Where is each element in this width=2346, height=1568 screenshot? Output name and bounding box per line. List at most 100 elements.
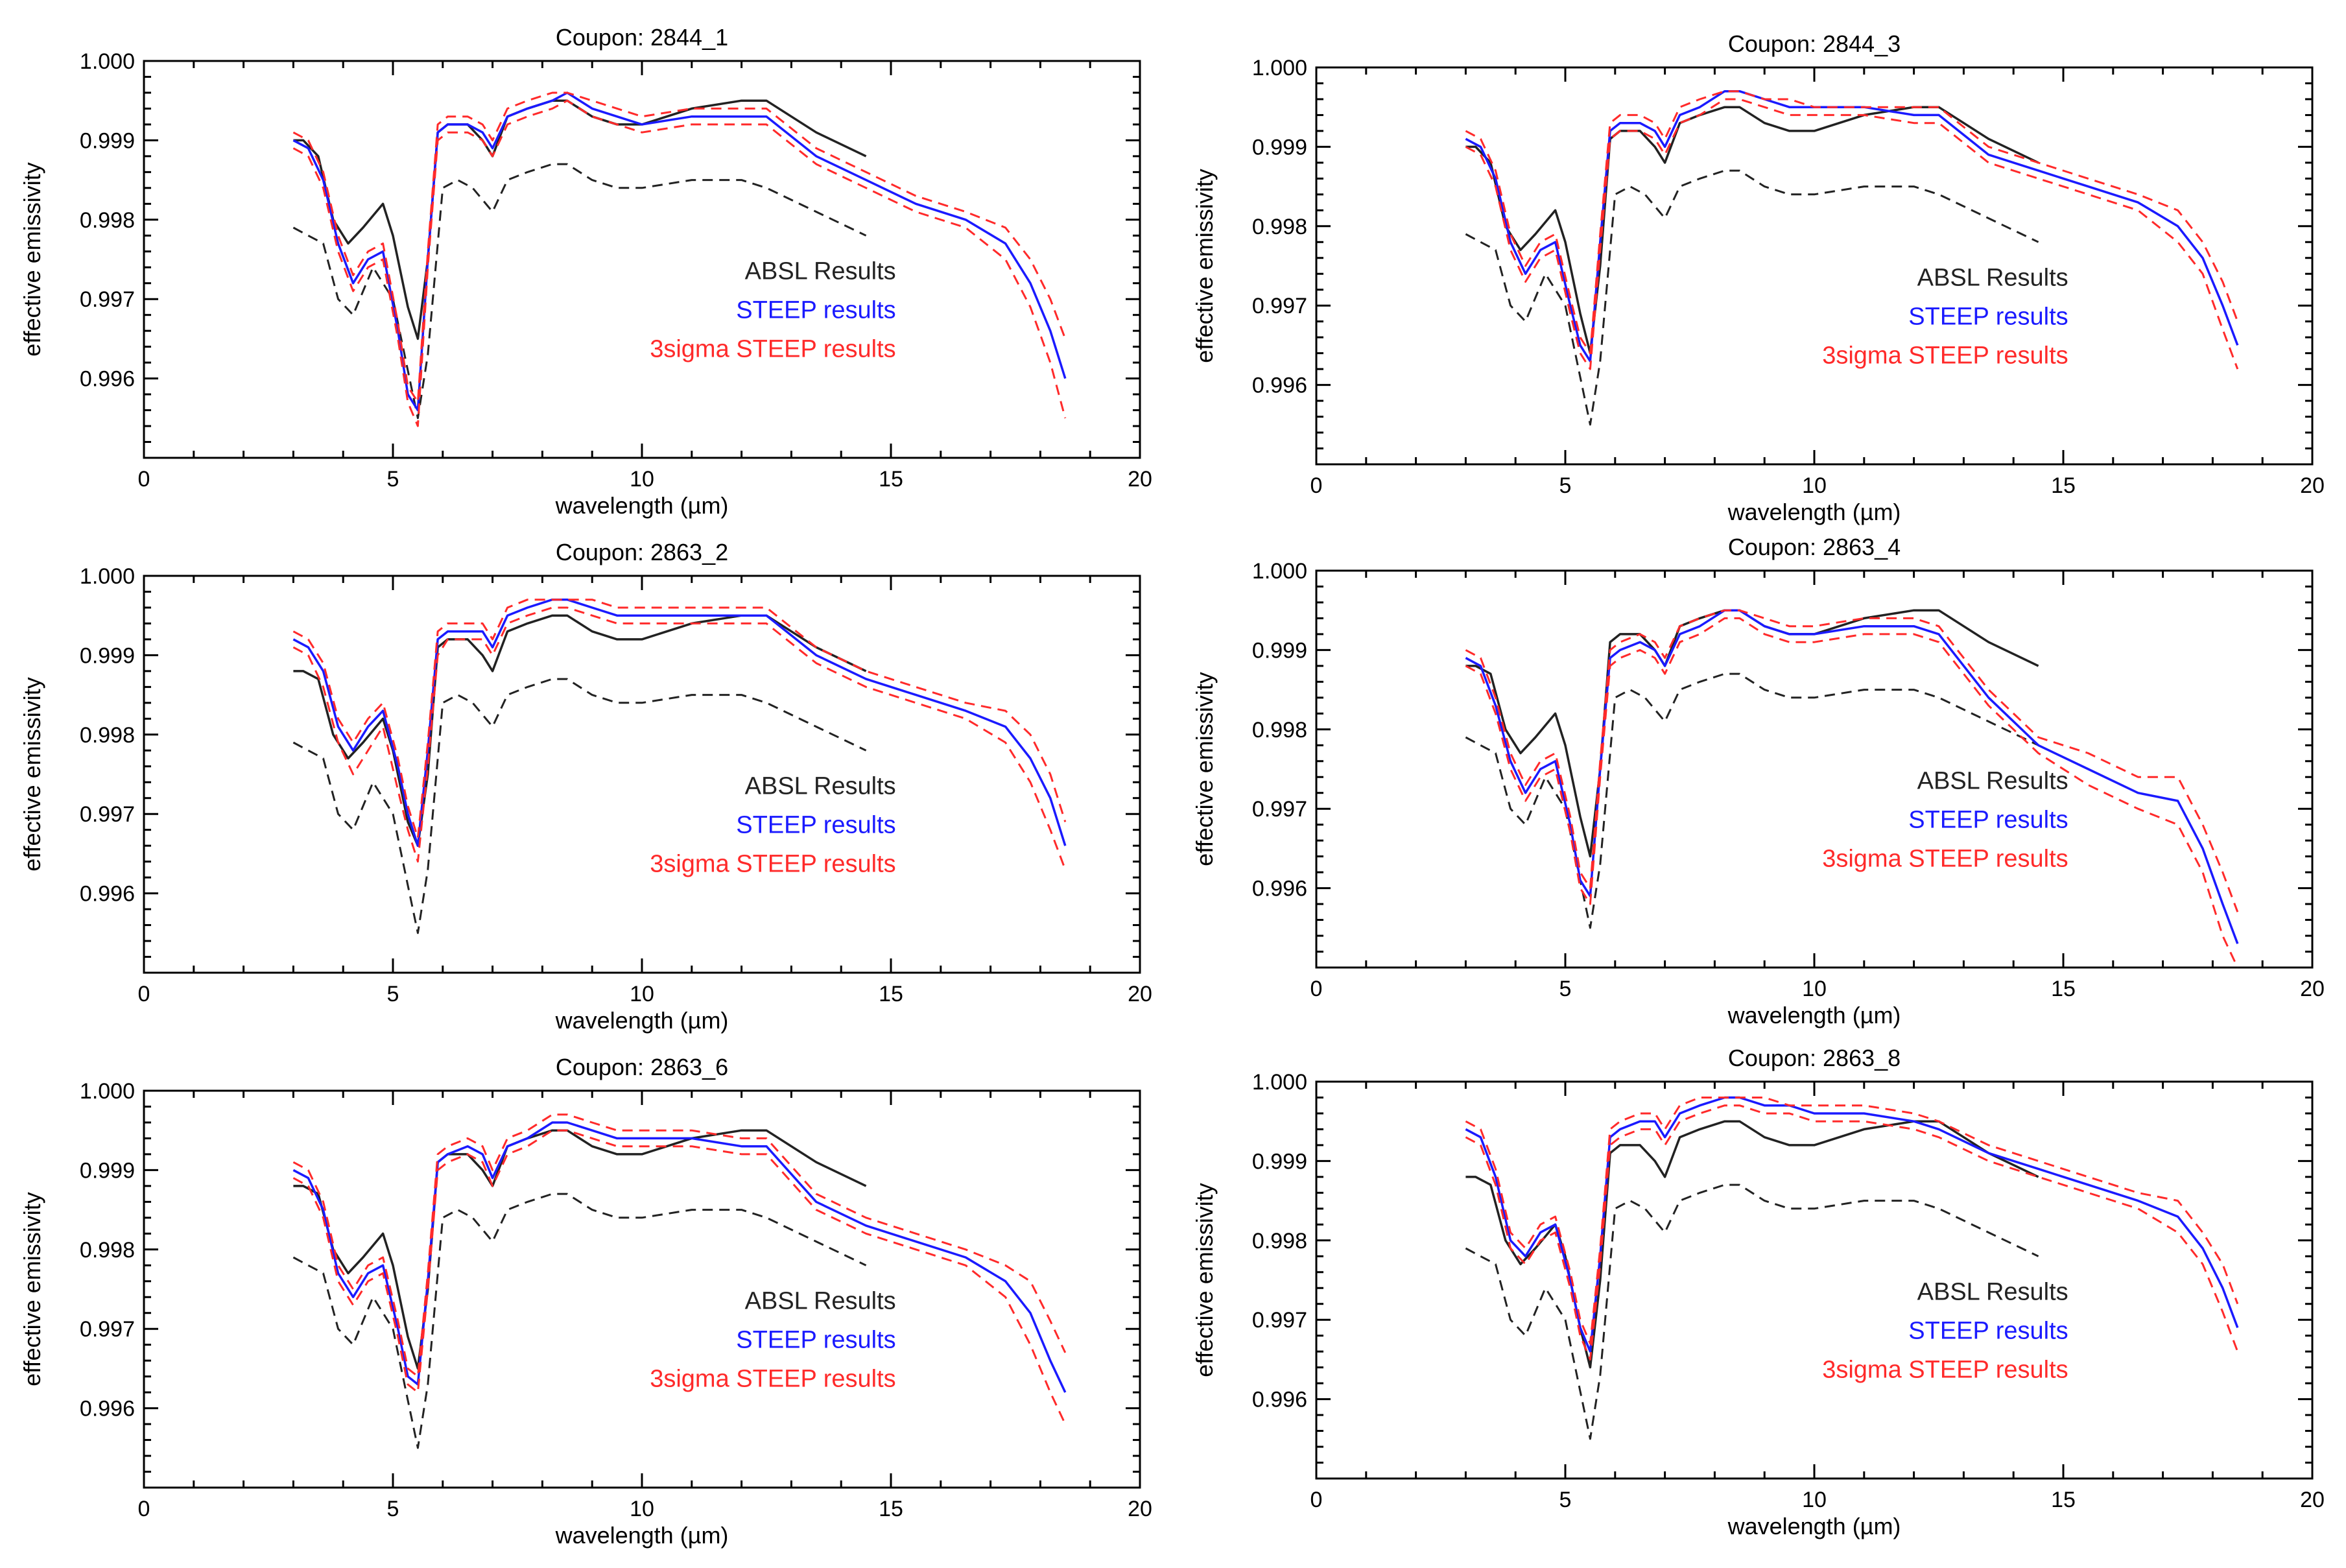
series-line-3sigma-steep-results-upper (1465, 1097, 2239, 1345)
y-tick-label: 0.997 (80, 1317, 135, 1342)
y-tick-label: 0.997 (1252, 294, 1307, 318)
y-axis-label: effective emissivity (19, 162, 45, 356)
chart-title: Coupon: 2844_3 (1728, 30, 1901, 57)
y-tick-label: 0.997 (1252, 1308, 1307, 1333)
x-tick-label: 0 (138, 982, 150, 1006)
series-line-3sigma-steep-results-lower (1465, 98, 2239, 370)
x-tick-label: 15 (879, 467, 903, 492)
plot-frame (1315, 66, 2314, 466)
y-tick-label: 0.997 (1252, 797, 1307, 822)
x-tick-label: 15 (879, 982, 903, 1006)
chart-title: Coupon: 2863_8 (1728, 1045, 1901, 1071)
series-line-absl-dashed (1465, 169, 2039, 426)
series-line-absl-results (1465, 609, 2039, 858)
x-tick-label: 10 (1802, 473, 1827, 498)
series-line-absl-dashed (292, 1193, 867, 1449)
chart-title: Coupon: 2844_1 (556, 24, 728, 51)
series-line-3sigma-steep-results-upper (1465, 90, 2239, 355)
legend-entry: 3sigma STEEP results (650, 336, 895, 363)
y-tick-label: 1.000 (1252, 559, 1307, 584)
x-axis-label: wavelength (µm) (555, 1522, 729, 1549)
series-line-absl-results (1465, 106, 2039, 355)
x-tick-label: 20 (2300, 473, 2325, 498)
x-tick-label: 0 (1310, 473, 1323, 498)
x-tick-label: 20 (2300, 1488, 2325, 1512)
legend-entry: 3sigma STEEP results (1822, 846, 2068, 873)
y-tick-label: 0.996 (80, 367, 135, 392)
plot-frame (1315, 569, 2314, 969)
legend-entry: ABSL Results (745, 258, 896, 285)
y-tick-label: 0.998 (80, 208, 135, 233)
series-line-3sigma-steep-results-lower (1465, 617, 2239, 968)
y-tick-label: 0.996 (1252, 877, 1307, 901)
chart-title: Coupon: 2863_6 (556, 1054, 728, 1080)
y-tick-label: 0.997 (80, 287, 135, 312)
x-tick-label: 0 (1310, 1488, 1323, 1512)
series-line-3sigma-steep-results-lower (292, 1129, 1067, 1425)
x-tick-label: 20 (1128, 1497, 1152, 1521)
x-axis-label: wavelength (µm) (1727, 1513, 1901, 1539)
series-line-steep-results (292, 1121, 1067, 1393)
y-tick-label: 0.999 (1252, 135, 1307, 160)
y-tick-label: 0.999 (80, 1158, 135, 1183)
y-tick-label: 0.996 (80, 882, 135, 907)
x-tick-label: 10 (630, 467, 654, 492)
series-line-3sigma-steep-results-lower (292, 606, 1067, 870)
x-tick-label: 0 (1310, 977, 1323, 1001)
x-tick-label: 5 (387, 982, 399, 1006)
legend-entry: STEEP results (1908, 1318, 2068, 1345)
series-line-absl-dashed (292, 678, 867, 934)
y-tick-label: 0.996 (80, 1397, 135, 1421)
y-tick-label: 0.998 (1252, 1229, 1307, 1253)
plot-frame (1315, 1080, 2314, 1480)
y-axis-label: effective emissivity (1191, 672, 1218, 866)
series-line-steep-results (292, 598, 1067, 847)
y-tick-label: 1.000 (80, 49, 135, 74)
chart-title: Coupon: 2863_4 (1728, 534, 1901, 560)
legend-entry: 3sigma STEEP results (650, 1366, 895, 1393)
x-tick-label: 5 (387, 1497, 399, 1521)
series-line-3sigma-steep-results-upper (292, 91, 1067, 403)
x-axis-label: wavelength (µm) (1727, 499, 1901, 525)
y-tick-label: 0.997 (80, 802, 135, 827)
series-line-absl-dashed (1465, 1183, 2039, 1440)
series-line-absl-results (293, 614, 867, 847)
x-tick-label: 10 (1802, 1488, 1827, 1512)
series-line-absl-dashed (292, 163, 867, 420)
x-tick-label: 0 (138, 467, 150, 492)
y-tick-label: 0.996 (1252, 374, 1307, 398)
legend-entry: STEEP results (736, 812, 895, 839)
x-tick-label: 10 (630, 982, 654, 1006)
x-tick-label: 0 (138, 1497, 150, 1521)
series-line-absl-results (293, 1129, 867, 1370)
legend-entry: ABSL Results (1917, 265, 2068, 292)
x-tick-label: 5 (387, 467, 399, 492)
legend-entry: STEEP results (1908, 303, 2068, 331)
x-tick-label: 15 (2051, 473, 2076, 498)
legend-entry: ABSL Results (1917, 768, 2068, 795)
legend-entry: ABSL Results (745, 773, 896, 800)
y-tick-label: 0.998 (80, 723, 135, 748)
y-tick-label: 0.996 (1252, 1388, 1307, 1412)
x-tick-label: 10 (1802, 977, 1827, 1001)
x-tick-label: 20 (1128, 982, 1152, 1006)
y-tick-label: 0.998 (80, 1238, 135, 1263)
x-tick-label: 15 (2051, 977, 2076, 1001)
y-tick-label: 1.000 (80, 1079, 135, 1104)
chart-title: Coupon: 2863_2 (556, 539, 728, 565)
chart-panel: Coupon: 2863_2 0 5 10 15 20 0.996 0.997 0.998 0.9… (19, 539, 1152, 1034)
x-tick-label: 15 (2051, 1488, 2076, 1512)
series-line-3sigma-steep-results-upper (292, 599, 1067, 839)
x-axis-label: wavelength (µm) (555, 492, 729, 519)
plot-frame (143, 1089, 1141, 1489)
series-line-absl-results (1465, 1120, 2039, 1369)
y-tick-label: 0.999 (80, 643, 135, 668)
series-line-3sigma-steep-results-lower (1465, 1104, 2239, 1360)
x-axis-label: wavelength (µm) (1727, 1002, 1901, 1028)
x-tick-label: 5 (1559, 977, 1572, 1001)
y-tick-label: 0.999 (1252, 1149, 1307, 1174)
series-line-steep-results (1465, 609, 2239, 944)
legend-entry: STEEP results (736, 1327, 895, 1354)
y-axis-label: effective emissivity (19, 1192, 45, 1386)
series-line-steep-results (1465, 89, 2239, 362)
